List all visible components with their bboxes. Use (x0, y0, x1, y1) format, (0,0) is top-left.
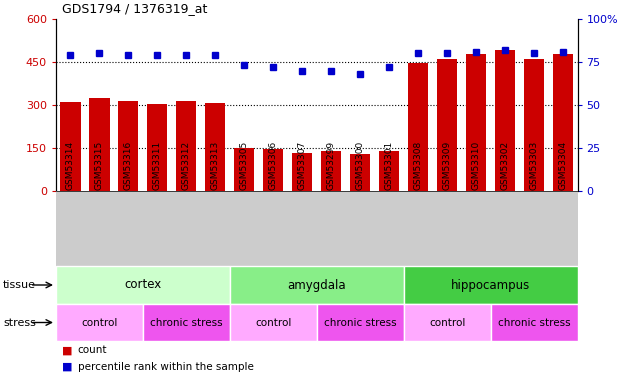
Text: chronic stress: chronic stress (498, 318, 570, 327)
Bar (404, 266, 578, 304)
Text: control: control (255, 318, 291, 327)
Bar (437, 59, 457, 191)
Bar (466, 54, 486, 191)
Bar (143, 304, 230, 341)
Bar (176, 101, 196, 191)
Text: tissue: tissue (3, 280, 36, 290)
Bar (317, 304, 404, 341)
Bar (234, 148, 255, 191)
Bar (379, 151, 399, 191)
Bar (292, 153, 312, 191)
Text: stress: stress (3, 318, 36, 327)
Bar (408, 63, 428, 191)
Text: control: control (81, 318, 117, 327)
Bar (491, 304, 578, 341)
Bar (89, 98, 109, 191)
Text: percentile rank within the sample: percentile rank within the sample (78, 362, 253, 372)
Bar (350, 154, 370, 191)
Text: GDS1794 / 1376319_at: GDS1794 / 1376319_at (62, 2, 207, 15)
Bar (230, 304, 317, 341)
Text: chronic stress: chronic stress (324, 318, 396, 327)
Bar (147, 104, 168, 191)
Text: ■: ■ (62, 362, 73, 372)
Bar (263, 149, 283, 191)
Text: ■: ■ (62, 345, 73, 355)
Text: control: control (429, 318, 465, 327)
Text: hippocampus: hippocampus (451, 279, 530, 291)
Bar (553, 54, 573, 191)
Bar (56, 304, 143, 341)
Bar (205, 103, 225, 191)
Bar (230, 266, 404, 304)
Text: count: count (78, 345, 107, 355)
Text: chronic stress: chronic stress (150, 318, 222, 327)
Bar (118, 101, 138, 191)
Bar (56, 266, 230, 304)
Bar (60, 102, 81, 191)
Bar (495, 50, 515, 191)
Text: cortex: cortex (124, 279, 161, 291)
Text: amygdala: amygdala (288, 279, 346, 291)
Bar (321, 151, 342, 191)
Bar (524, 59, 544, 191)
Bar (404, 304, 491, 341)
